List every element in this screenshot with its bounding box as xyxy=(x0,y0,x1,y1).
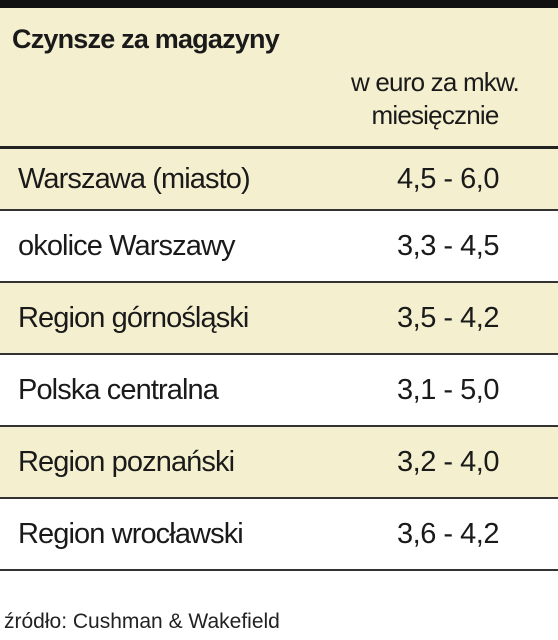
table-row: Region poznański 3,2 - 4,0 xyxy=(0,427,558,499)
region-cell: okolice Warszawy xyxy=(18,229,235,262)
table-row: Region wrocławski 3,6 - 4,2 xyxy=(0,499,558,571)
region-cell: Region poznański xyxy=(18,445,235,478)
table: Warszawa (miasto) 4,5 - 6,0 okolice Warsza… xyxy=(0,149,558,571)
rent-cell: 4,5 - 6,0 xyxy=(397,162,499,195)
source: źródło: Cushman & Wakefield xyxy=(4,610,280,633)
table-row: Warszawa (miasto) 4,5 - 6,0 xyxy=(0,149,558,211)
rent-cell: 3,3 - 4,5 xyxy=(397,229,499,262)
top-bar xyxy=(0,0,558,8)
region-cell: Region wrocławski xyxy=(18,517,244,550)
table-row: Polska centralna 3,1 - 5,0 xyxy=(0,355,558,427)
rent-cell: 3,6 - 4,2 xyxy=(397,517,499,550)
table-row: okolice Warszawy 3,3 - 4,5 xyxy=(0,211,558,283)
rent-cell: 3,1 - 5,0 xyxy=(397,373,499,406)
rent-cell: 3,5 - 4,2 xyxy=(397,301,499,334)
region-cell: Region górnośląski xyxy=(18,301,249,334)
unit-label: w euro za mkw. miesięcznie xyxy=(351,67,520,130)
title: Czynsze za magazyny xyxy=(12,24,280,54)
rent-cell: 3,2 - 4,0 xyxy=(397,445,499,478)
table-row: Region górnośląski 3,5 - 4,2 xyxy=(0,283,558,355)
region-cell: Warszawa (miasto) xyxy=(18,162,251,195)
header: Czynsze za magazyny w euro za mkw. miesi… xyxy=(0,8,558,149)
region-cell: Polska centralna xyxy=(18,373,219,406)
